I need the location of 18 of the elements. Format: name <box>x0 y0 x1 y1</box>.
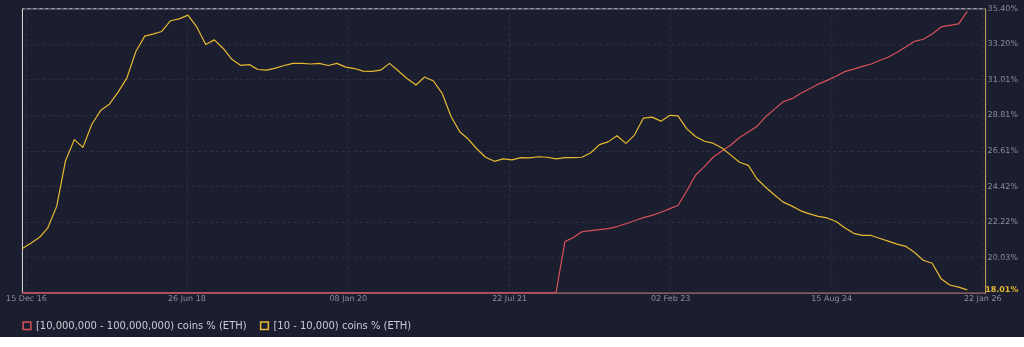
x-tick-label: 08 Jan 20 <box>329 294 368 304</box>
y-tick-label: 24.42% <box>987 181 1019 191</box>
y-tick-label: 28.81% <box>987 110 1019 120</box>
legend-label: [10 - 10,000) coins % (ETH) <box>273 319 412 331</box>
x-tick-label: 15 Aug 24 <box>811 294 853 304</box>
x-tick-label: 22 Jan 26 <box>963 294 1002 304</box>
annotation: 18.01% <box>985 284 1019 294</box>
legend-label: [10,000,000 - 100,000,000) coins % (ETH) <box>35 319 247 331</box>
y-tick-label: 20.03% <box>987 252 1019 262</box>
x-tick-label: 26 Jun 18 <box>168 294 206 304</box>
y-tick-label: 33.20% <box>987 39 1019 49</box>
x-tick-label: 22 Jul 21 <box>492 294 528 304</box>
y-tick-label: 35.40% <box>987 3 1019 13</box>
y-tick-label: 22.22% <box>987 217 1019 227</box>
y-tick-label: 26.61% <box>987 146 1019 156</box>
x-tick-label: 15 Dec 16 <box>6 294 47 304</box>
y-tick-label: 31.01% <box>987 74 1019 84</box>
x-tick-label: 02 Feb 23 <box>650 294 691 304</box>
